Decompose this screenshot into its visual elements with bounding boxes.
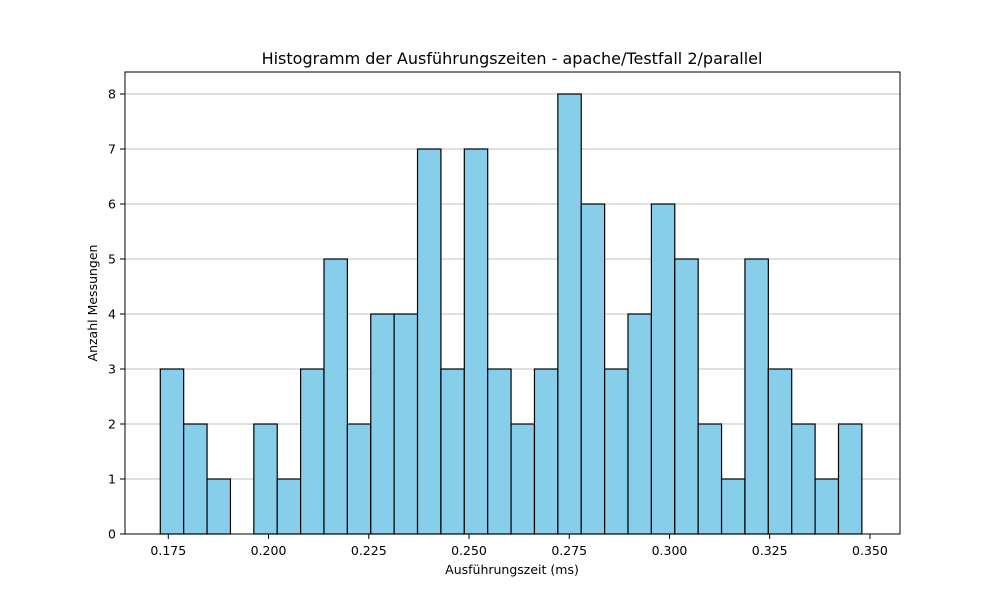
y-tick-label: 7 xyxy=(108,142,116,157)
histogram-bar xyxy=(159,368,185,535)
histogram-bar xyxy=(557,93,582,535)
histogram-bar xyxy=(604,368,629,535)
y-tick-label: 6 xyxy=(108,197,116,212)
x-tick-label: 0.250 xyxy=(451,543,487,558)
histogram-bar xyxy=(814,478,840,535)
y-tick-label: 1 xyxy=(108,472,116,487)
histogram-bar xyxy=(510,423,536,535)
x-axis-label: Ausführungszeit (ms) xyxy=(445,562,579,577)
x-tick-label: 0.225 xyxy=(351,543,387,558)
histogram-bar xyxy=(650,203,676,535)
x-tick-label: 0.200 xyxy=(251,543,287,558)
histogram-bar xyxy=(346,423,372,535)
histogram-bar xyxy=(253,423,278,535)
histogram-bar xyxy=(487,368,512,535)
y-tick-label: 5 xyxy=(108,252,116,267)
y-tick-label: 3 xyxy=(108,362,116,377)
x-tick-label: 0.175 xyxy=(150,543,186,558)
histogram-bar xyxy=(627,313,652,535)
histogram-bar xyxy=(416,148,442,535)
x-tick-label: 0.350 xyxy=(852,543,888,558)
x-axis-ticks: 0.175 0.200 0.225 0.250 0.275 0.300 0.325 0.350 xyxy=(150,534,888,558)
plot-frame xyxy=(124,71,901,535)
y-tick-label: 8 xyxy=(108,87,116,102)
y-axis-ticks: 0 1 2 3 4 5 6 7 8 xyxy=(108,87,125,542)
histogram-bar xyxy=(463,148,489,535)
histogram-bar xyxy=(370,313,395,535)
histogram-bar xyxy=(837,423,863,535)
x-tick-label: 0.275 xyxy=(551,543,587,558)
x-tick-label: 0.300 xyxy=(652,543,688,558)
histogram-bar xyxy=(276,478,302,535)
chart-title: Histogramm der Ausführungszeiten - apach… xyxy=(262,49,763,68)
histogram-bar xyxy=(674,258,699,535)
histogram-bar xyxy=(183,423,208,535)
y-tick-label: 2 xyxy=(108,417,116,432)
histogram-bar xyxy=(744,258,769,535)
histogram-bar xyxy=(697,423,723,535)
histogram-bar xyxy=(533,368,559,535)
y-tick-label: 4 xyxy=(108,307,116,322)
histogram-bar xyxy=(323,258,348,535)
histogram-bar xyxy=(393,313,419,535)
histogram-bar xyxy=(440,368,465,535)
histogram-bar xyxy=(767,368,793,535)
histogram-bars xyxy=(159,93,863,535)
x-tick-label: 0.325 xyxy=(752,543,788,558)
histogram-bar xyxy=(720,478,746,535)
y-tick-label: 0 xyxy=(108,527,116,542)
y-axis-label: Anzahl Messungen xyxy=(85,245,100,362)
histogram-bar xyxy=(299,368,325,535)
histogram-bar xyxy=(206,478,232,535)
histogram-bar xyxy=(791,423,816,535)
histogram-bar xyxy=(580,203,606,535)
